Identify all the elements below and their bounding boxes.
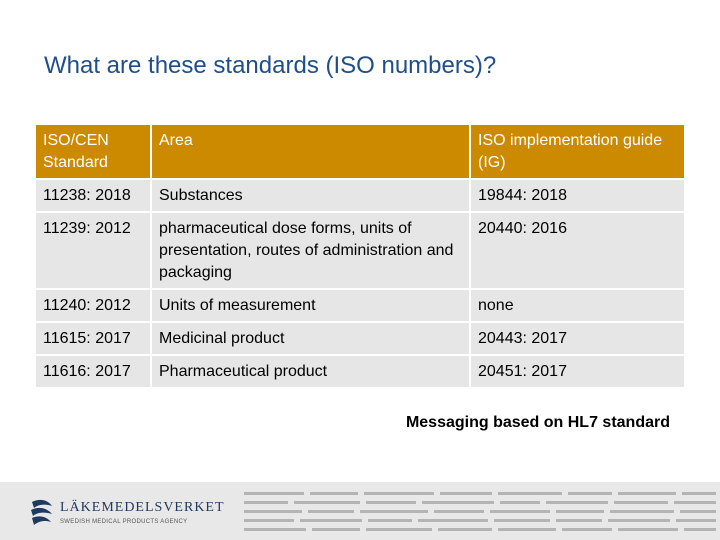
table-row: 11239: 2012 pharmaceutical dose forms, u… bbox=[36, 213, 684, 290]
header-area: Area bbox=[152, 125, 471, 180]
table-row: 11615: 2017 Medicinal product 20443: 201… bbox=[36, 323, 684, 356]
cell-standard: 11239: 2012 bbox=[36, 213, 152, 290]
table-body: 11238: 2018 Substances 19844: 2018 11239… bbox=[36, 180, 684, 389]
table-row: 11616: 2017 Pharmaceutical product 20451… bbox=[36, 356, 684, 389]
cell-guide: none bbox=[471, 290, 684, 323]
messaging-note: Messaging based on HL7 standard bbox=[405, 414, 670, 431]
table-row: 11238: 2018 Substances 19844: 2018 bbox=[36, 180, 684, 213]
agency-logo: LÄKEMEDELSVERKET SWEDISH MEDICAL PRODUCT… bbox=[28, 496, 228, 530]
standards-table: ISO/CEN Standard Area ISO implementation… bbox=[36, 125, 684, 389]
cell-guide: 20443: 2017 bbox=[471, 323, 684, 356]
cell-area: Substances bbox=[152, 180, 471, 213]
slide-title: What are these standards (ISO numbers)? bbox=[44, 52, 497, 79]
footer-banner: LÄKEMEDELSVERKET SWEDISH MEDICAL PRODUCT… bbox=[0, 482, 720, 540]
cell-area: Pharmaceutical product bbox=[152, 356, 471, 389]
tagcloud-decoration bbox=[244, 492, 716, 531]
agency-emblem-icon bbox=[31, 499, 52, 525]
cell-standard: 11616: 2017 bbox=[36, 356, 152, 389]
agency-subtitle: SWEDISH MEDICAL PRODUCTS AGENCY bbox=[60, 519, 188, 525]
cell-standard: 11240: 2012 bbox=[36, 290, 152, 323]
table-row: 11240: 2012 Units of measurement none bbox=[36, 290, 684, 323]
cell-area: Units of measurement bbox=[152, 290, 471, 323]
cell-standard: 11238: 2018 bbox=[36, 180, 152, 213]
cell-guide: 19844: 2018 bbox=[471, 180, 684, 213]
header-implementation-guide: ISO implementation guide (IG) bbox=[471, 125, 684, 180]
header-row: ISO/CEN Standard Area ISO implementation… bbox=[36, 125, 684, 180]
agency-name: LÄKEMEDELSVERKET bbox=[60, 500, 225, 515]
table-header: ISO/CEN Standard Area ISO implementation… bbox=[36, 125, 684, 180]
cell-standard: 11615: 2017 bbox=[36, 323, 152, 356]
cell-guide: 20451: 2017 bbox=[471, 356, 684, 389]
header-iso-cen-standard: ISO/CEN Standard bbox=[36, 125, 152, 180]
cell-area: Medicinal product bbox=[152, 323, 471, 356]
cell-area: pharmaceutical dose forms, units of pres… bbox=[152, 213, 471, 290]
cell-guide: 20440: 2016 bbox=[471, 213, 684, 290]
